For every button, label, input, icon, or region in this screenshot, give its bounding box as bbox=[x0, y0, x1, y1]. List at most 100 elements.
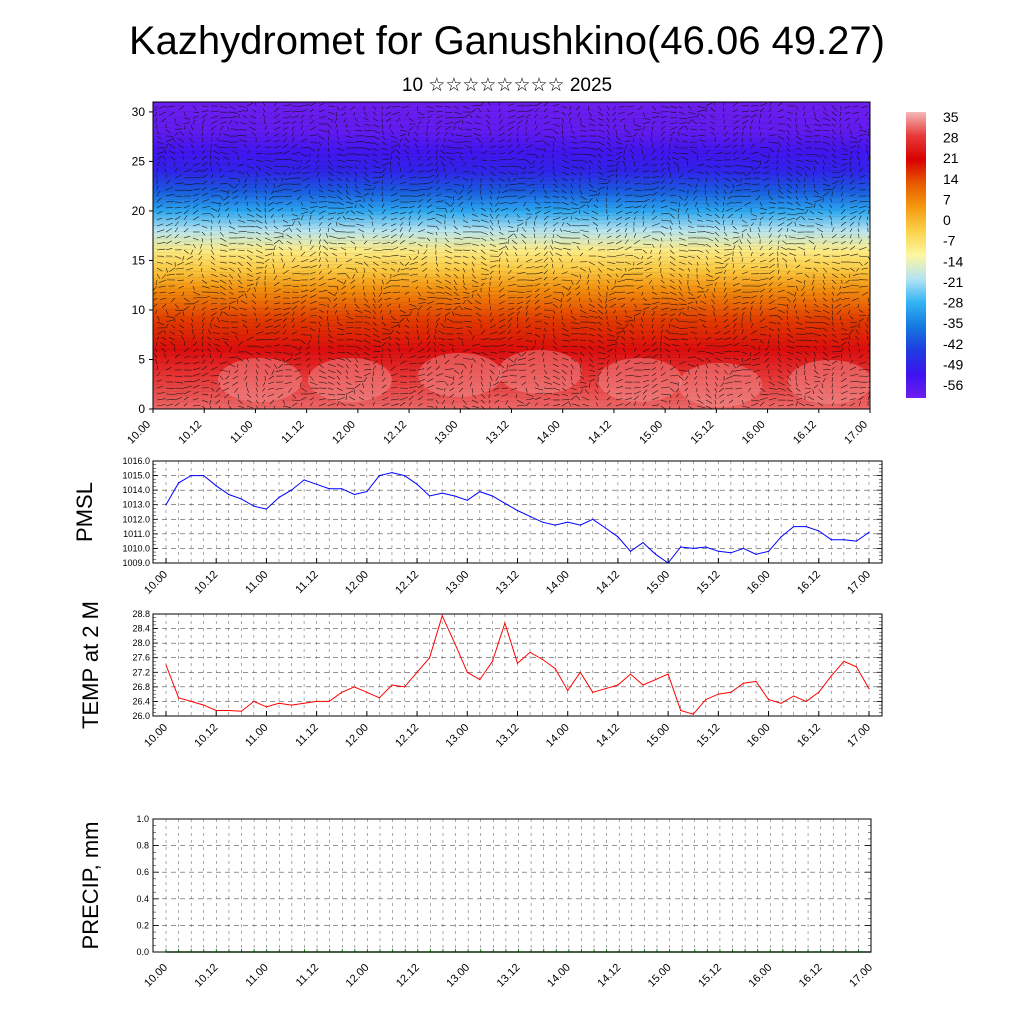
wind-vector-3144 bbox=[372, 339, 381, 343]
y-tick-label: 0 bbox=[138, 402, 145, 416]
wind-vector-964 bbox=[192, 176, 202, 179]
wind-vector-3308 bbox=[408, 347, 414, 353]
wind-vector-3341 bbox=[705, 351, 714, 355]
wind-vector-3807 bbox=[579, 386, 588, 389]
wind-vector-1682 bbox=[174, 227, 179, 233]
wind-vector-2977 bbox=[309, 327, 316, 332]
wind-vector-261 bbox=[345, 123, 348, 129]
wind-vector-310 bbox=[786, 123, 791, 128]
wind-vector-2262 bbox=[352, 273, 356, 279]
wind-vector-1269 bbox=[777, 195, 785, 199]
wind-vector-3680 bbox=[156, 379, 162, 383]
wind-vector-1932 bbox=[264, 248, 274, 251]
wind-vector-1553 bbox=[453, 219, 455, 224]
wind-vector-1169 bbox=[597, 186, 605, 191]
wind-vector-4067 bbox=[759, 401, 765, 407]
wind-vector-2005 bbox=[198, 255, 203, 261]
wind-vector-2541 bbox=[705, 288, 709, 293]
wind-vector-3687 bbox=[218, 381, 221, 386]
data-point bbox=[604, 688, 607, 690]
wind-vector-331 bbox=[249, 126, 257, 131]
wind-vector-1290 bbox=[246, 201, 248, 206]
wind-vector-1244 bbox=[552, 195, 559, 198]
wind-vector-462 bbox=[711, 131, 716, 137]
wind-vector-519 bbox=[507, 138, 512, 143]
wind-vector-264 bbox=[372, 123, 380, 128]
wind-vector-79 bbox=[861, 105, 869, 109]
wind-vector-2143 bbox=[723, 257, 730, 263]
wind-vector-3931 bbox=[255, 399, 259, 404]
wind-vector-3105 bbox=[741, 329, 744, 335]
wind-vector-1419 bbox=[685, 207, 689, 213]
wind-vector-2686 bbox=[569, 303, 572, 308]
wind-vector-3370 bbox=[246, 357, 249, 362]
wind-vector-3404 bbox=[552, 357, 558, 361]
wind-vector-3892 bbox=[624, 393, 633, 395]
wind-vector-1598 bbox=[858, 215, 862, 221]
wind-vector-2689 bbox=[597, 303, 603, 309]
wind-vector-2839 bbox=[507, 312, 514, 317]
wind-vector-285 bbox=[561, 123, 563, 129]
wind-vector-824 bbox=[372, 165, 381, 169]
wind-vector-896 bbox=[293, 171, 302, 174]
wind-vector-1691 bbox=[255, 231, 261, 235]
wind-vector-255 bbox=[291, 120, 297, 125]
wind-vector-2111 bbox=[435, 261, 439, 267]
wind-vector-3512 bbox=[804, 363, 806, 369]
wind-vector-2787 bbox=[759, 305, 762, 311]
wind-vector-583 bbox=[363, 147, 372, 151]
wind-vector-856 bbox=[660, 162, 665, 167]
wind-vector-1406 bbox=[570, 207, 580, 209]
wind-vector-1378 bbox=[318, 205, 328, 209]
wind-vector-2277 bbox=[489, 270, 494, 275]
wind-vector-1232 bbox=[444, 195, 453, 199]
wind-vector-3043 bbox=[178, 330, 185, 335]
wind-vector-1812 bbox=[624, 233, 628, 239]
wind-vector-2835 bbox=[463, 314, 473, 317]
data-point bbox=[805, 526, 807, 528]
wind-vector-2435 bbox=[471, 285, 479, 287]
wind-vector-1496 bbox=[660, 212, 670, 215]
wind-vector-1786 bbox=[390, 233, 397, 239]
wind-vector-272 bbox=[444, 121, 454, 125]
wind-vector-82 bbox=[169, 111, 176, 116]
wind-vector-2513 bbox=[453, 291, 459, 296]
wind-vector-296 bbox=[660, 120, 666, 125]
wind-vector-494 bbox=[282, 138, 288, 143]
wind-vector-3134 bbox=[282, 337, 289, 341]
wind-vector-3035 bbox=[831, 327, 835, 332]
wind-vector-2068 bbox=[768, 252, 774, 257]
wind-vector-829 bbox=[417, 163, 424, 167]
wind-vector-1911 bbox=[787, 243, 797, 245]
wind-vector-1254 bbox=[642, 194, 652, 197]
wind-vector-1407 bbox=[579, 204, 586, 209]
wind-vector-3 bbox=[178, 105, 185, 110]
wind-vector-3715 bbox=[469, 381, 473, 387]
wind-vector-1492 bbox=[624, 211, 633, 215]
wind-vector-2040 bbox=[514, 252, 518, 257]
wind-vector-4012 bbox=[264, 405, 266, 409]
wind-vector-317 bbox=[846, 123, 851, 129]
wind-vector-446 bbox=[570, 135, 577, 139]
wind-vector-3230 bbox=[426, 341, 431, 347]
wind-vector-3124 bbox=[192, 335, 196, 341]
wind-vector-18 bbox=[318, 103, 324, 107]
wind-vector-1096 bbox=[660, 179, 666, 185]
wind-vector-3759 bbox=[867, 381, 870, 383]
wind-vector-1624 bbox=[371, 221, 374, 227]
wind-vector-53 bbox=[626, 105, 635, 108]
wind-vector-658 bbox=[316, 153, 320, 158]
wind-vector-148 bbox=[768, 107, 772, 113]
wind-vector-1719 bbox=[507, 230, 516, 233]
wind-vector-636 bbox=[840, 147, 848, 151]
wind-vector-3208 bbox=[224, 341, 230, 347]
wind-vector-234 bbox=[822, 117, 831, 121]
wind-vector-942 bbox=[714, 171, 720, 176]
wind-vector-606 bbox=[570, 147, 579, 149]
wind-vector-1089 bbox=[597, 183, 607, 185]
wind-vector-3466 bbox=[390, 359, 393, 365]
wind-vector-1703 bbox=[358, 228, 365, 233]
wind-vector-3252 bbox=[621, 342, 626, 347]
wind-vector-1607 bbox=[219, 225, 221, 231]
wind-vector-3575 bbox=[651, 367, 657, 371]
